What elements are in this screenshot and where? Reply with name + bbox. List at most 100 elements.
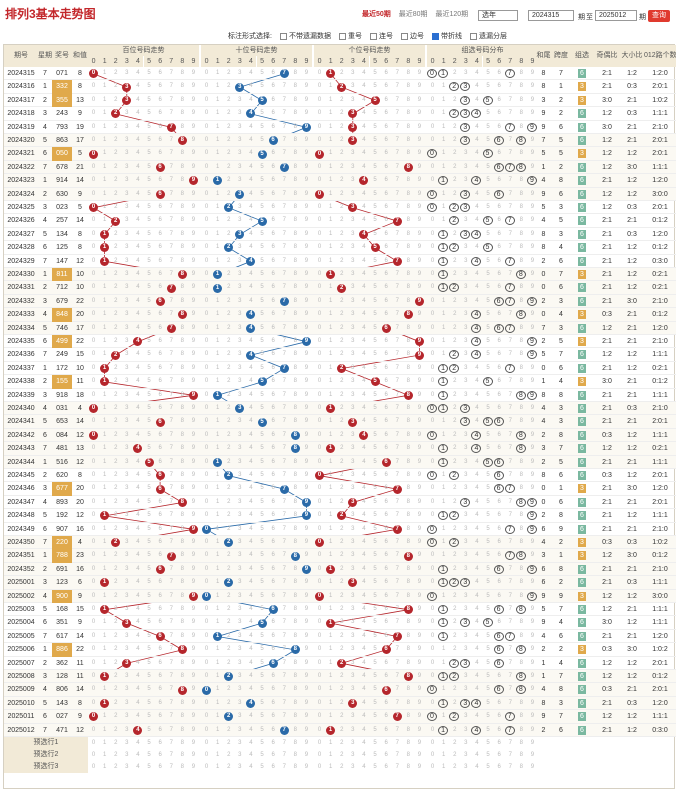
pick-cell[interactable]: 1 xyxy=(102,740,107,746)
pick-cell[interactable]: 8 xyxy=(180,740,185,746)
pick-cell[interactable]: 1 xyxy=(441,752,446,758)
pick-cell[interactable]: 9 xyxy=(304,764,309,770)
pick-cell[interactable]: 1 xyxy=(328,764,333,770)
pick-cell[interactable]: 0 xyxy=(204,764,209,770)
pick-cell[interactable]: 2 xyxy=(453,764,457,770)
opt-consecutive[interactable]: 连号 xyxy=(369,31,393,41)
pick-cell[interactable]: 2 xyxy=(114,764,118,770)
pick-cell[interactable]: 7 xyxy=(169,752,173,758)
pick-cell[interactable]: 0 xyxy=(91,740,96,746)
pick-cell[interactable]: 9 xyxy=(304,752,309,758)
pick-cell[interactable]: 3 xyxy=(464,764,468,770)
pick-cell[interactable]: 9 xyxy=(191,740,196,746)
to-issue-input[interactable]: 2025012 xyxy=(595,10,637,21)
pick-cell[interactable]: 1 xyxy=(102,764,107,770)
pick-cell[interactable]: 8 xyxy=(293,740,298,746)
pick-cell[interactable]: 5 xyxy=(486,740,490,746)
pick-cell[interactable]: 3 xyxy=(125,752,129,758)
pick-cell[interactable]: 3 xyxy=(125,764,129,770)
pick-cell[interactable]: 0 xyxy=(317,752,322,758)
pick-cell[interactable]: 3 xyxy=(238,740,242,746)
pick-cell[interactable]: 2 xyxy=(114,752,118,758)
range-80[interactable]: 最近80期 xyxy=(398,11,428,18)
pick-cell[interactable]: 7 xyxy=(282,740,286,746)
pick-cell[interactable]: 5 xyxy=(486,752,490,758)
pick-cell[interactable]: 9 xyxy=(304,740,309,746)
pick-cell[interactable]: 8 xyxy=(180,752,185,758)
pick-cell[interactable]: 8 xyxy=(519,752,524,758)
pick-cell[interactable]: 9 xyxy=(530,752,535,758)
pick-cell[interactable]: 4 xyxy=(475,740,479,746)
pick-cell[interactable]: 6 xyxy=(271,764,275,770)
pick-cell[interactable]: 8 xyxy=(293,752,298,758)
pick-cell[interactable]: 7 xyxy=(169,740,173,746)
pick-cell[interactable]: 5 xyxy=(373,752,377,758)
pick-cell[interactable]: 0 xyxy=(430,740,435,746)
pick-cell[interactable]: 9 xyxy=(417,740,422,746)
pick-cell[interactable]: 1 xyxy=(441,740,446,746)
pick-cell[interactable]: 2 xyxy=(340,740,344,746)
pick-cell[interactable]: 9 xyxy=(417,764,422,770)
pick-cell[interactable]: 1 xyxy=(328,752,333,758)
pick-cell[interactable]: 3 xyxy=(351,764,355,770)
pick-cell[interactable]: 4 xyxy=(136,740,140,746)
pick-cell[interactable]: 4 xyxy=(249,764,253,770)
year-select[interactable]: 选年 xyxy=(478,10,518,21)
from-issue-input[interactable]: 2024315 xyxy=(528,10,574,21)
pick-cell[interactable]: 3 xyxy=(238,764,242,770)
pick-cell[interactable]: 0 xyxy=(91,764,96,770)
pick-cell[interactable]: 5 xyxy=(373,740,377,746)
pick-cell[interactable]: 1 xyxy=(215,764,220,770)
pick-cell[interactable]: 4 xyxy=(362,740,366,746)
pick-cell[interactable]: 1 xyxy=(441,764,446,770)
pick-cell[interactable]: 5 xyxy=(260,752,264,758)
pick-cell[interactable]: 1 xyxy=(215,740,220,746)
pick-cell[interactable]: 5 xyxy=(147,740,151,746)
pick-cell[interactable]: 8 xyxy=(406,740,411,746)
pick-cell[interactable]: 7 xyxy=(169,764,173,770)
pick-cell[interactable]: 6 xyxy=(497,740,501,746)
pick-cell[interactable]: 4 xyxy=(362,752,366,758)
pick-cell[interactable]: 6 xyxy=(271,752,275,758)
pick-cell[interactable]: 6 xyxy=(158,752,162,758)
pick-cell[interactable]: 7 xyxy=(282,752,286,758)
pick-cell[interactable]: 4 xyxy=(136,764,140,770)
pick-cell[interactable]: 8 xyxy=(180,764,185,770)
pick-cell[interactable]: 9 xyxy=(191,752,196,758)
pick-cell[interactable]: 6 xyxy=(497,752,501,758)
pick-cell[interactable]: 7 xyxy=(508,752,512,758)
pick-cell[interactable]: 4 xyxy=(249,752,253,758)
pick-cell[interactable]: 4 xyxy=(249,740,253,746)
pick-cell[interactable]: 2 xyxy=(114,740,118,746)
pick-cell[interactable]: 5 xyxy=(486,764,490,770)
pick-cell[interactable]: 6 xyxy=(384,740,388,746)
opt-polyline[interactable]: 带折线 xyxy=(431,31,462,41)
pick-cell[interactable]: 3 xyxy=(125,740,129,746)
range-50[interactable]: 最近50期 xyxy=(362,11,391,18)
pick-cell[interactable]: 1 xyxy=(328,740,333,746)
col-issue[interactable]: 期号 xyxy=(4,45,38,67)
pick-cell[interactable]: 2 xyxy=(227,764,231,770)
pick-cell[interactable]: 9 xyxy=(417,752,422,758)
pick-cell[interactable]: 6 xyxy=(158,764,162,770)
pick-cell[interactable]: 7 xyxy=(282,764,286,770)
pick-cell[interactable]: 0 xyxy=(317,740,322,746)
pick-cell[interactable]: 6 xyxy=(497,764,501,770)
pick-cell[interactable]: 6 xyxy=(271,740,275,746)
pick-cell[interactable]: 5 xyxy=(373,764,377,770)
pick-cell[interactable]: 5 xyxy=(260,764,264,770)
pick-cell[interactable]: 8 xyxy=(519,764,524,770)
pick-cell[interactable]: 9 xyxy=(530,740,535,746)
pick-cell[interactable]: 6 xyxy=(158,740,162,746)
opt-repeat[interactable]: 重号 xyxy=(338,31,362,41)
pick-cell[interactable]: 3 xyxy=(464,740,468,746)
pick-cell[interactable]: 0 xyxy=(317,764,322,770)
pick-cell[interactable]: 6 xyxy=(384,764,388,770)
pick-cell[interactable]: 0 xyxy=(204,740,209,746)
pick-cell[interactable]: 3 xyxy=(238,752,242,758)
pick-cell[interactable]: 8 xyxy=(519,740,524,746)
range-120[interactable]: 最近120期 xyxy=(435,11,469,18)
pick-cell[interactable]: 5 xyxy=(147,752,151,758)
pick-cell[interactable]: 3 xyxy=(464,752,468,758)
pick-cell[interactable]: 7 xyxy=(508,740,512,746)
